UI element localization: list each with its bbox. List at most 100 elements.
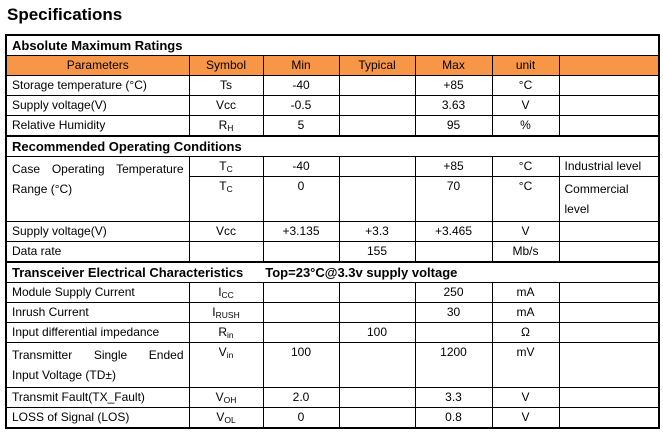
cell-typical xyxy=(338,156,416,177)
column-header-min: Min xyxy=(262,55,340,76)
cell-unit: Mb/s xyxy=(491,241,560,263)
column-header-row: Parameters Symbol Min Typical Max unit xyxy=(5,55,660,76)
cell-typical xyxy=(338,302,416,323)
cell-typical xyxy=(338,115,416,137)
table-row-supply-voltage-abs: Supply voltage(V) Vcc -0.5 3.63 V xyxy=(5,95,660,116)
cell-symbol: Ts xyxy=(188,75,264,96)
cell-unit: mA xyxy=(491,302,560,323)
cell-parameter: Input differential impedance xyxy=(5,322,190,343)
cell-max: +85 xyxy=(414,75,493,96)
cell-note xyxy=(558,407,660,429)
cell-parameter: Supply voltage(V) xyxy=(5,221,190,242)
cell-min: +3.135 xyxy=(262,221,340,242)
cell-unit: Ω xyxy=(491,322,560,343)
cell-note: Industrial level xyxy=(558,156,660,177)
cell-unit: V xyxy=(491,387,560,408)
cell-typical xyxy=(338,342,416,388)
cell-max: 70 xyxy=(414,176,493,222)
cell-unit: °C xyxy=(491,156,560,177)
cell-min: -40 xyxy=(262,75,340,96)
cell-parameter: Inrush Current xyxy=(5,302,190,323)
cell-max xyxy=(414,322,493,343)
cell-note xyxy=(558,387,660,408)
cell-min: 0 xyxy=(262,176,340,222)
section-title-text: Transceiver Electrical Characteristics xyxy=(12,265,244,280)
column-header-unit: unit xyxy=(491,55,560,76)
cell-min: 5 xyxy=(262,115,340,137)
cell-typical: 100 xyxy=(338,322,416,343)
cell-parameter: Supply voltage(V) xyxy=(5,95,190,116)
cell-parameter: Data rate xyxy=(5,241,190,263)
cell-symbol: TC xyxy=(188,156,264,177)
cell-parameter: Transmitter Single Ended Input Voltage (… xyxy=(5,342,190,388)
table-row-module-supply-current: Module Supply Current ICC 250 mA xyxy=(5,282,660,303)
cell-typical xyxy=(338,95,416,116)
cell-parameter: Transmit Fault(TX_Fault) xyxy=(5,387,190,408)
cell-symbol: Rin xyxy=(188,322,264,343)
table-row-input-differential-impedance: Input differential impedance Rin 100 Ω xyxy=(5,322,660,343)
cell-note xyxy=(558,302,660,323)
section-transceiver-electrical-characteristics: Transceiver Electrical Characteristics To… xyxy=(5,261,660,283)
table-row-inrush-current: Inrush Current IRUSH 30 mA xyxy=(5,302,660,323)
column-header-parameters: Parameters xyxy=(5,55,190,76)
cell-unit: °C xyxy=(491,176,560,222)
cell-symbol: Vcc xyxy=(188,95,264,116)
cell-note xyxy=(558,282,660,303)
cell-typical xyxy=(338,407,416,429)
cell-unit: mA xyxy=(491,282,560,303)
cell-min: 2.0 xyxy=(262,387,340,408)
cell-note xyxy=(558,75,660,96)
cell-typical xyxy=(338,387,416,408)
cell-symbol: VOL xyxy=(188,407,264,429)
cell-symbol: VOH xyxy=(188,387,264,408)
cell-typical xyxy=(338,75,416,96)
cell-max: 1200 xyxy=(414,342,493,388)
cell-max: 30 xyxy=(414,302,493,323)
cell-min xyxy=(262,302,340,323)
cell-note xyxy=(558,322,660,343)
cell-symbol xyxy=(188,241,264,263)
cell-typical xyxy=(338,176,416,222)
cell-max: 250 xyxy=(414,282,493,303)
cell-typical: +3.3 xyxy=(338,221,416,242)
cell-unit: mV xyxy=(491,342,560,388)
table-row-storage-temperature: Storage temperature (°C) Ts -40 +85 °C xyxy=(5,75,660,96)
cell-parameter: LOSS of Signal (LOS) xyxy=(5,407,190,429)
table-row-data-rate: Data rate 155 Mb/s xyxy=(5,241,660,263)
table-row-relative-humidity: Relative Humidity RH 5 95 % xyxy=(5,115,660,137)
cell-note xyxy=(558,342,660,388)
cell-unit: °C xyxy=(491,75,560,96)
cell-min: 0 xyxy=(262,407,340,429)
cell-min xyxy=(262,322,340,343)
cell-note xyxy=(558,95,660,116)
cell-parameter: Case Operating Temperature Range (°C) xyxy=(5,156,190,222)
cell-max: +85 xyxy=(414,156,493,177)
column-header-max: Max xyxy=(414,55,493,76)
cell-symbol: Vin xyxy=(188,342,264,388)
cell-typical xyxy=(338,282,416,303)
cell-max: 3.63 xyxy=(414,95,493,116)
cell-note xyxy=(558,221,660,242)
cell-symbol: ICC xyxy=(188,282,264,303)
cell-typical: 155 xyxy=(338,241,416,263)
cell-max: 95 xyxy=(414,115,493,137)
cell-min: -40 xyxy=(262,156,340,177)
cell-unit: V xyxy=(491,407,560,429)
cell-note xyxy=(558,115,660,137)
cell-parameter: Storage temperature (°C) xyxy=(5,75,190,96)
cell-note: Commercial level xyxy=(558,176,660,222)
column-header-note xyxy=(558,55,660,76)
cell-min: 100 xyxy=(262,342,340,388)
cell-max: 0.8 xyxy=(414,407,493,429)
cell-min: -0.5 xyxy=(262,95,340,116)
specifications-table: Absolute Maximum Ratings Parameters Symb… xyxy=(5,34,661,429)
column-header-typical: Typical xyxy=(338,55,416,76)
section-title: Recommended Operating Conditions xyxy=(5,135,660,157)
cell-unit: V xyxy=(491,95,560,116)
cell-min xyxy=(262,241,340,263)
section-title: Transceiver Electrical Characteristics To… xyxy=(5,261,660,283)
table-row-transmit-fault: Transmit Fault(TX_Fault) VOH 2.0 3.3 V xyxy=(5,387,660,408)
section-absolute-maximum-ratings: Absolute Maximum Ratings xyxy=(5,34,660,56)
cell-symbol: Vcc xyxy=(188,221,264,242)
cell-unit: V xyxy=(491,221,560,242)
